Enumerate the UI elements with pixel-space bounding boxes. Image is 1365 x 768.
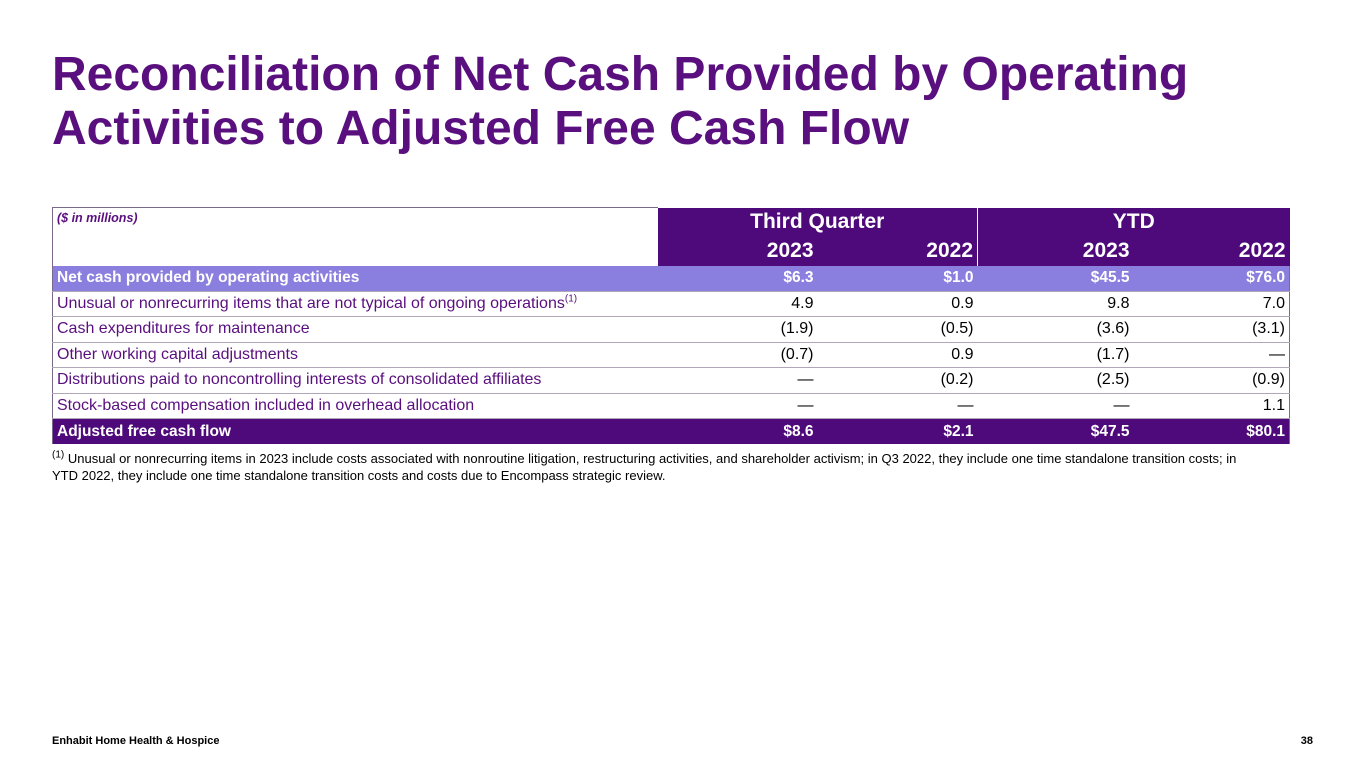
- row-value: $8.6: [657, 418, 818, 444]
- row-label: Unusual or nonrecurring items that are n…: [52, 291, 658, 317]
- row-label: Stock-based compensation included in ove…: [52, 393, 658, 419]
- header-year: 2023: [977, 236, 1134, 266]
- footnote-text: Unusual or nonrecurring items in 2023 in…: [52, 451, 1237, 483]
- table-row: Cash expenditures for maintenance (1.9) …: [52, 316, 1290, 343]
- row-value: 4.9: [657, 291, 818, 317]
- row-value: —: [657, 367, 818, 394]
- row-value: 1.1: [1133, 393, 1290, 419]
- header-year: 2022: [1133, 236, 1290, 266]
- row-value: (0.2): [817, 367, 978, 394]
- row-value: (0.7): [657, 342, 818, 368]
- table-row-total: Adjusted free cash flow $8.6 $2.1 $47.5 …: [52, 418, 1290, 444]
- footnote-marker: (1): [564, 293, 578, 305]
- row-value: (3.1): [1133, 316, 1290, 343]
- page-title: Reconciliation of Net Cash Provided by O…: [52, 48, 1189, 155]
- row-value: $45.5: [977, 265, 1134, 292]
- row-label: Net cash provided by operating activitie…: [52, 265, 658, 292]
- table-row: Other working capital adjustments (0.7) …: [52, 342, 1290, 368]
- row-value: (1.9): [657, 316, 818, 343]
- row-value: —: [817, 393, 978, 419]
- row-value: $80.1: [1133, 418, 1290, 444]
- row-value: —: [1133, 342, 1290, 368]
- table-row: Unusual or nonrecurring items that are n…: [52, 291, 1290, 317]
- footer-company: Enhabit Home Health & Hospice: [52, 735, 220, 747]
- table-row: Distributions paid to noncontrolling int…: [52, 367, 1290, 394]
- row-value: 9.8: [977, 291, 1134, 317]
- row-value: (1.7): [977, 342, 1134, 368]
- row-value: (0.5): [817, 316, 978, 343]
- header-ytd: YTD: [977, 207, 1290, 237]
- row-value: $2.1: [817, 418, 978, 444]
- row-value: $76.0: [1133, 265, 1290, 292]
- reconciliation-table: ($ in millions) Third Quarter YTD 2023 2…: [52, 207, 1290, 444]
- row-value: 7.0: [1133, 291, 1290, 317]
- table-row: Stock-based compensation included in ove…: [52, 393, 1290, 419]
- row-value: —: [657, 393, 818, 419]
- row-value: (0.9): [1133, 367, 1290, 394]
- row-value: (2.5): [977, 367, 1134, 394]
- row-label: Other working capital adjustments: [52, 342, 658, 368]
- table-header-years: 2023 2022 2023 2022: [53, 236, 1290, 266]
- unit-note: ($ in millions): [52, 207, 658, 266]
- footnote-marker: (1): [52, 449, 65, 461]
- table-header-groups: ($ in millions) Third Quarter YTD: [52, 207, 1290, 266]
- row-value: —: [977, 393, 1134, 419]
- row-value: $6.3: [657, 265, 818, 292]
- header-year: 2023: [657, 236, 818, 266]
- header-third-quarter: Third Quarter: [657, 207, 978, 237]
- table-row: Net cash provided by operating activitie…: [52, 265, 1290, 292]
- row-value: $1.0: [817, 265, 978, 292]
- row-value: 0.9: [817, 291, 978, 317]
- row-label: Adjusted free cash flow: [52, 418, 658, 444]
- row-label: Distributions paid to noncontrolling int…: [52, 367, 658, 394]
- row-value: (3.6): [977, 316, 1134, 343]
- row-value: $47.5: [977, 418, 1134, 444]
- row-value: 0.9: [817, 342, 978, 368]
- footnote: (1) Unusual or nonrecurring items in 202…: [52, 450, 1252, 484]
- header-year: 2022: [817, 236, 978, 266]
- row-label: Cash expenditures for maintenance: [52, 316, 658, 343]
- page-number: 38: [1300, 735, 1313, 747]
